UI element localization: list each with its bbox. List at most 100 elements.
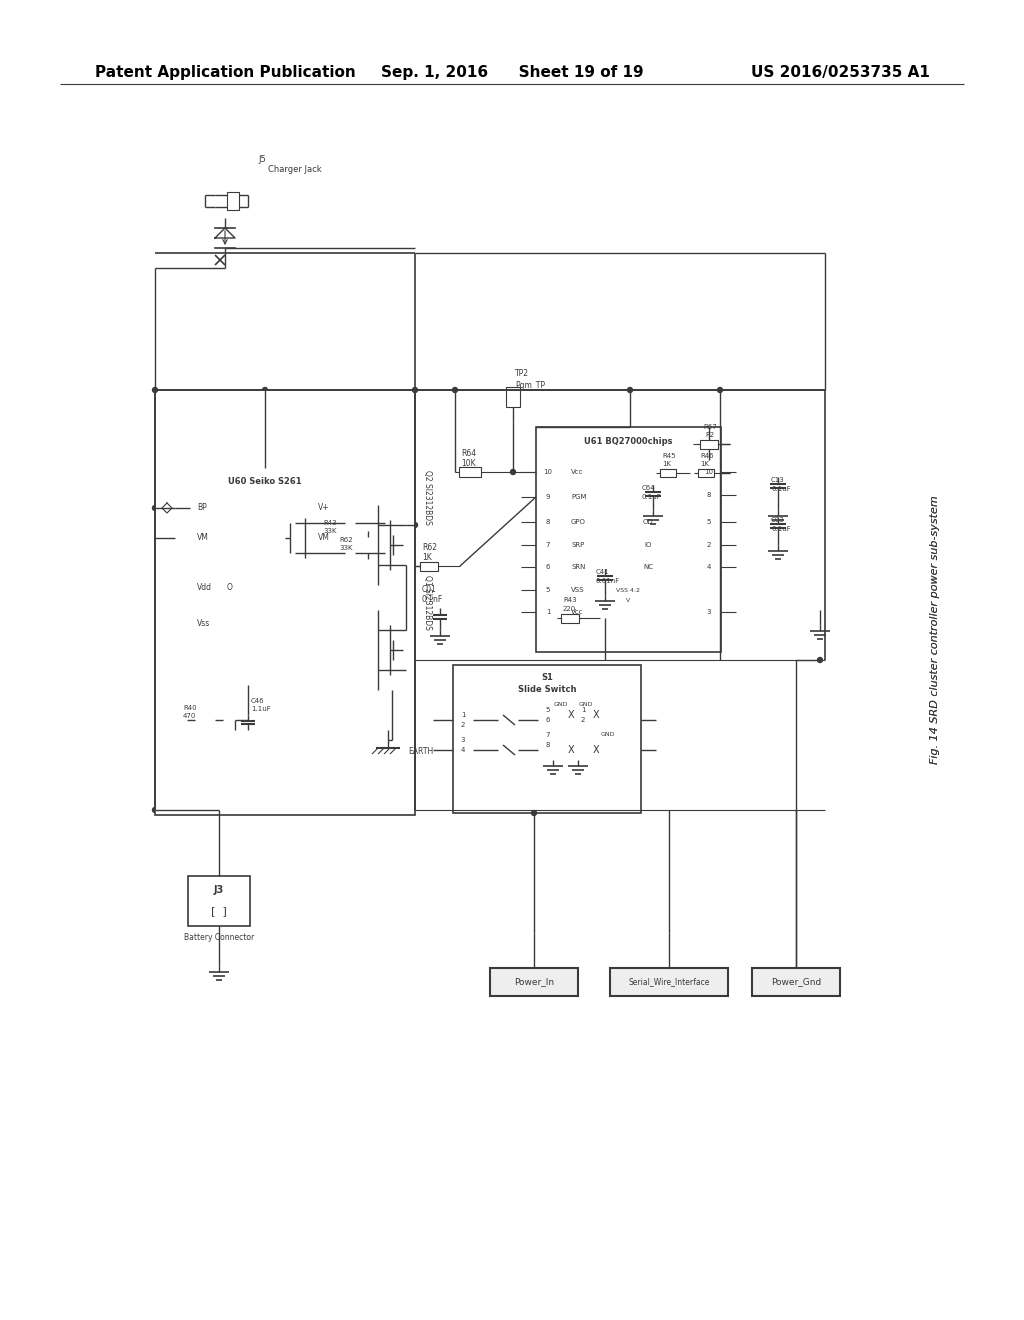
Text: 1: 1 [461, 711, 465, 718]
Text: Fig. 14 SRD cluster controller power sub-system: Fig. 14 SRD cluster controller power sub… [930, 495, 940, 764]
Text: R46: R46 [700, 453, 714, 459]
Bar [227, 191, 239, 210]
Text: 5: 5 [546, 708, 550, 713]
Bar [698, 469, 714, 477]
Text: Charger Jack: Charger Jack [268, 165, 322, 174]
Text: C41: C41 [596, 569, 609, 576]
Text: 2: 2 [461, 722, 465, 729]
Text: Q2 SI2312BDS: Q2 SI2312BDS [423, 470, 432, 524]
Text: 5: 5 [707, 519, 712, 525]
Text: VSS 4.2: VSS 4.2 [616, 587, 640, 593]
Bar [506, 387, 520, 407]
Text: R64: R64 [461, 450, 476, 458]
Text: Fig. 14 SRD cluster controller power sub-system: Fig. 14 SRD cluster controller power sub… [930, 495, 940, 764]
Bar [610, 968, 728, 997]
Text: 33K: 33K [340, 545, 353, 550]
Text: Q1 SI2312BDS: Q1 SI2312BDS [423, 574, 432, 630]
Bar [660, 469, 676, 477]
Text: Battery Connector: Battery Connector [184, 933, 254, 942]
Text: C13: C13 [771, 477, 784, 483]
Bar [195, 715, 215, 723]
Text: Vdd: Vdd [197, 583, 212, 593]
Text: US 2016/0253735 A1: US 2016/0253735 A1 [752, 65, 930, 79]
Text: 470: 470 [183, 713, 197, 719]
Text: 4: 4 [461, 747, 465, 752]
Text: Power_Gnd: Power_Gnd [771, 978, 821, 986]
Text: 1K: 1K [422, 553, 432, 561]
Text: 1: 1 [546, 609, 550, 615]
Bar [752, 968, 840, 997]
Text: 7: 7 [546, 733, 550, 738]
Text: 10: 10 [705, 469, 714, 475]
Text: R43: R43 [563, 597, 577, 603]
Bar [188, 876, 250, 927]
Text: 1: 1 [581, 708, 586, 713]
Circle shape [531, 810, 537, 816]
Circle shape [628, 388, 633, 392]
Text: R43: R43 [323, 520, 337, 525]
Text: 3: 3 [461, 737, 465, 743]
Text: 1K: 1K [700, 461, 709, 467]
Text: U61 BQ27000chips: U61 BQ27000chips [584, 437, 672, 446]
Text: GPO: GPO [571, 519, 586, 525]
Circle shape [511, 470, 515, 474]
Text: Serial_Wire_Interface: Serial_Wire_Interface [629, 978, 710, 986]
Text: X: X [593, 710, 599, 719]
Text: VM: VM [318, 533, 330, 543]
Text: R40: R40 [183, 705, 197, 711]
Bar [459, 467, 481, 477]
Text: 4: 4 [707, 564, 712, 570]
Text: 8: 8 [707, 492, 712, 498]
Text: Pgm_TP: Pgm_TP [515, 380, 545, 389]
Text: PGM: PGM [571, 494, 587, 500]
Text: R62: R62 [422, 544, 437, 553]
Text: 6: 6 [546, 717, 550, 723]
Text: IO: IO [644, 543, 651, 548]
Text: GND: GND [601, 733, 615, 738]
Text: V+: V+ [318, 503, 330, 512]
Text: 8: 8 [546, 742, 550, 748]
Text: 9: 9 [546, 494, 550, 500]
Text: SRP: SRP [571, 543, 585, 548]
Text: O: O [227, 583, 232, 593]
Circle shape [153, 388, 158, 392]
Text: 2: 2 [707, 543, 712, 548]
Text: 5: 5 [546, 587, 550, 593]
Circle shape [413, 388, 418, 392]
Bar [700, 440, 718, 449]
Bar [175, 469, 355, 688]
Text: Vcc: Vcc [571, 609, 584, 615]
Text: 10: 10 [544, 469, 553, 475]
Circle shape [718, 388, 723, 392]
Text: BP: BP [197, 503, 207, 512]
Text: 2: 2 [581, 717, 585, 723]
Text: X: X [567, 710, 574, 719]
Text: GND: GND [579, 702, 593, 708]
Text: Patent Application Publication: Patent Application Publication [95, 65, 355, 79]
Text: X: X [567, 744, 574, 755]
Bar [490, 968, 578, 997]
Text: NC: NC [643, 564, 653, 570]
Text: 0.1uF: 0.1uF [771, 486, 791, 492]
Text: V: V [626, 598, 630, 602]
Text: 6: 6 [546, 564, 550, 570]
Text: C64: C64 [642, 484, 655, 491]
Text: Vss: Vss [197, 619, 210, 627]
Text: Slide Switch: Slide Switch [518, 685, 577, 694]
Circle shape [413, 523, 418, 528]
Text: 3: 3 [707, 609, 712, 615]
Text: C03: C03 [771, 517, 784, 523]
Text: Vcc: Vcc [571, 469, 584, 475]
Circle shape [453, 388, 458, 392]
Text: VM: VM [197, 533, 209, 543]
Text: J3: J3 [214, 884, 224, 895]
Text: 0.1nF: 0.1nF [422, 594, 443, 603]
Bar [155, 389, 415, 814]
Text: [  ]: [ ] [211, 906, 227, 916]
Text: TP2: TP2 [515, 370, 529, 379]
Text: 10K: 10K [461, 458, 475, 467]
Text: 7: 7 [546, 543, 550, 548]
Text: Power_In: Power_In [514, 978, 554, 986]
Text: 33K: 33K [323, 528, 337, 535]
Text: VSS: VSS [571, 587, 585, 593]
